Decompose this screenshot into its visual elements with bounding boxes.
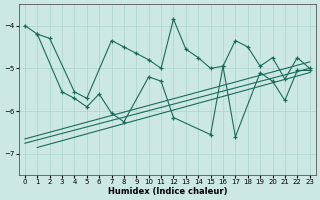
- X-axis label: Humidex (Indice chaleur): Humidex (Indice chaleur): [108, 187, 227, 196]
